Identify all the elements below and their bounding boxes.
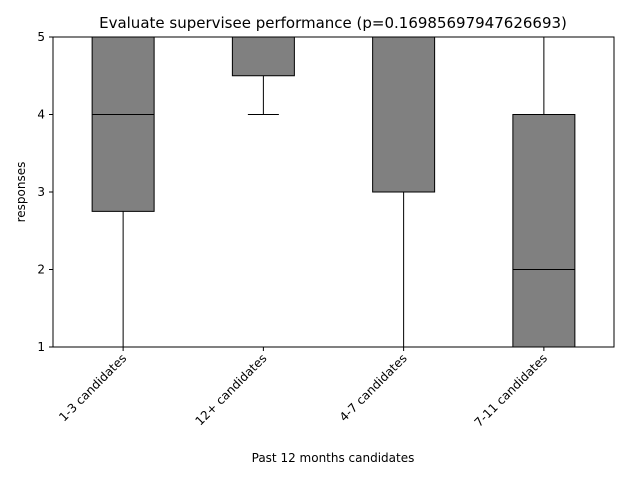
y-tick-label: 3 xyxy=(37,185,45,199)
x-axis-label: Past 12 months candidates xyxy=(252,451,415,465)
y-tick-label: 4 xyxy=(37,108,45,122)
box-2 xyxy=(231,36,295,77)
x-tick-label: 7-11 candidates xyxy=(472,351,550,429)
x-tick-label: 1-3 candidates xyxy=(56,351,129,424)
y-tick-label: 2 xyxy=(37,263,45,277)
plot-area: 1 2 3 4 5 1-3 candidates 12+ candidates 4-7 can… xyxy=(37,30,576,430)
x-tick-label: 12+ candidates xyxy=(192,351,269,428)
plot-frame xyxy=(52,36,615,348)
y-tick-label: 1 xyxy=(37,340,45,354)
box-4 xyxy=(512,114,576,348)
x-tick-label: 4-7 candidates xyxy=(337,351,410,424)
y-tick-label: 5 xyxy=(37,30,45,44)
box-1 xyxy=(91,36,155,212)
y-axis-label: responses xyxy=(14,162,28,223)
box-3 xyxy=(372,36,436,193)
chart-title: Evaluate supervisee performance (p=0.169… xyxy=(99,14,567,32)
